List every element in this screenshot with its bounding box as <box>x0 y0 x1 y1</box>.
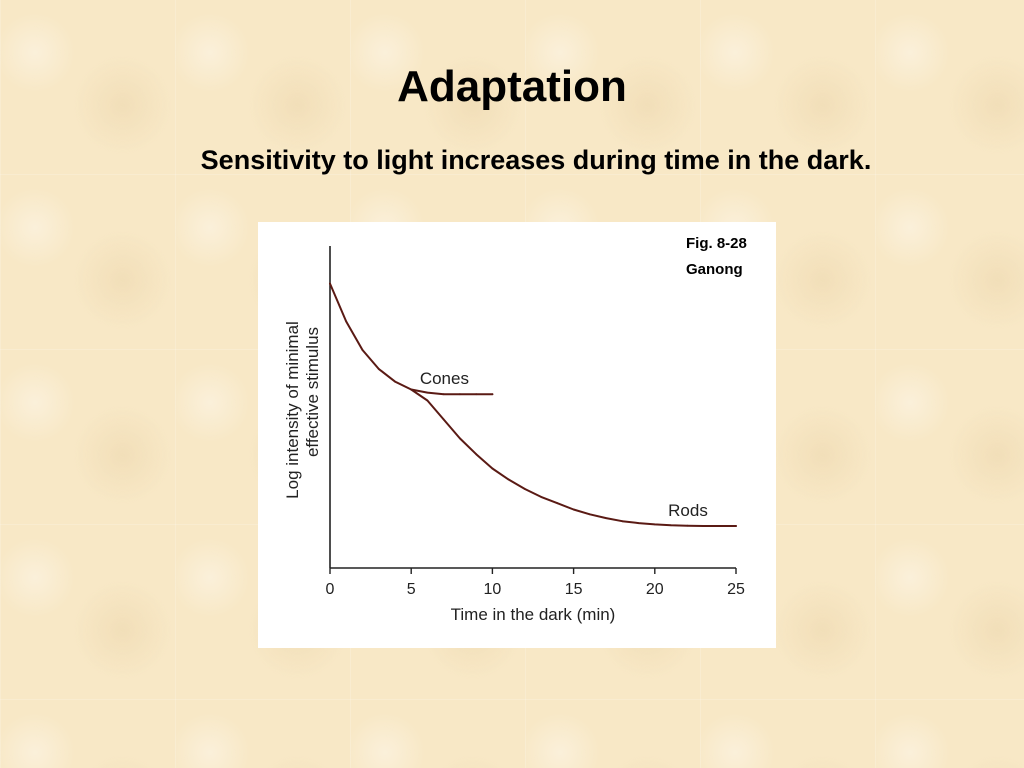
rods-point-19 <box>718 525 721 527</box>
rods-point-13 <box>621 520 624 523</box>
rods-point-15 <box>653 523 656 526</box>
rods-point-11 <box>588 513 591 516</box>
x-tick-label-5: 25 <box>727 581 745 598</box>
rods-point-17 <box>686 524 689 527</box>
series-label-cones: Cones <box>420 369 469 388</box>
cones-point-9 <box>475 393 478 396</box>
y-axis-label-line2: effective stimulus <box>303 327 322 457</box>
x-tick-label-2: 10 <box>484 581 502 598</box>
cones-point-3 <box>377 368 380 370</box>
x-axis-label: Time in the dark (min) <box>451 605 616 624</box>
cones-point-1 <box>345 320 348 323</box>
x-tick-label-0: 0 <box>326 581 335 598</box>
series-label-rods: Rods <box>668 501 708 520</box>
cones-point-2 <box>361 349 364 351</box>
rods-point-7 <box>524 488 526 490</box>
cones-point-0 <box>329 282 331 285</box>
figure-source: Ganong <box>686 261 743 278</box>
rods-point-6 <box>507 478 510 481</box>
rods-point-4 <box>475 453 478 456</box>
cones-point-6 <box>426 391 429 394</box>
x-tick-label-4: 20 <box>646 581 664 598</box>
rods-point-10 <box>572 508 575 511</box>
rods-point-0 <box>410 388 413 391</box>
figure-reference: Fig. 8-28 Ganong <box>686 231 747 283</box>
y-axis-label-line1: Log intensity of minimal <box>283 321 302 499</box>
slide-subtitle: Sensitivity to light increases during ti… <box>200 145 872 175</box>
cones-point-10 <box>491 393 494 396</box>
rods-point-20 <box>735 525 737 527</box>
cones-point-8 <box>459 393 461 396</box>
cones-point-7 <box>442 393 445 396</box>
figure-panel: 0 5 10 15 20 25 Time in the dark (min) Log inte… <box>258 222 776 648</box>
figure-number: Fig. 8-28 <box>686 235 747 252</box>
slide-title: Adaptation <box>397 62 627 111</box>
rods-point-5 <box>491 467 494 470</box>
rods-point-16 <box>670 524 672 527</box>
rods-point-18 <box>702 525 705 527</box>
rods-point-14 <box>637 522 640 524</box>
rods-point-2 <box>442 418 445 421</box>
x-tick-label-3: 15 <box>565 581 583 598</box>
rods-point-1 <box>426 399 429 402</box>
rods-point-8 <box>540 496 542 498</box>
rods-point-12 <box>605 517 607 519</box>
x-tick-label-1: 5 <box>407 581 416 598</box>
rods-point-9 <box>556 502 559 505</box>
cones-point-4 <box>394 380 396 383</box>
rods-point-3 <box>459 437 461 440</box>
dark-adaptation-chart: 0 5 10 15 20 25 Time in the dark (min) Log inte… <box>283 246 745 624</box>
